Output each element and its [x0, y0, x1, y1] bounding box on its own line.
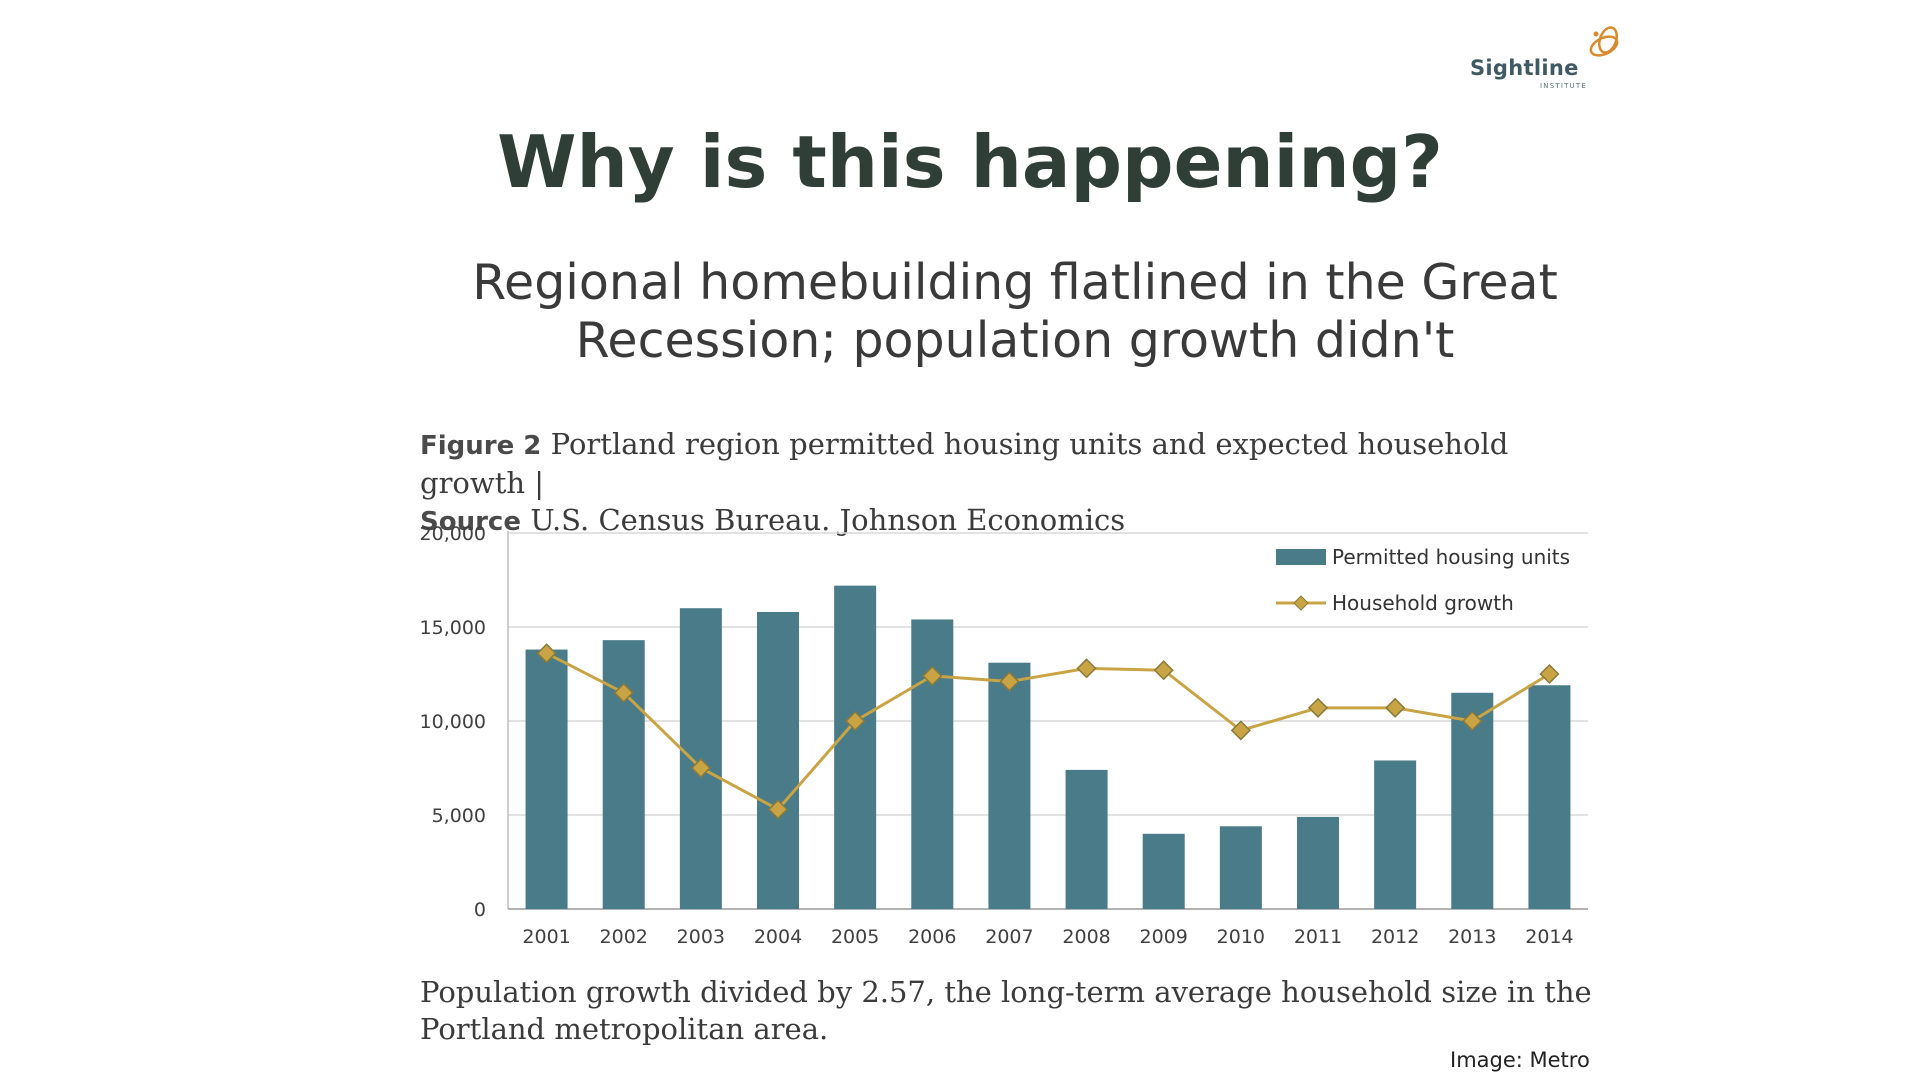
x-tick-label: 2001: [522, 926, 570, 948]
slide-title: Why is this happening?: [497, 120, 1443, 204]
figure-label: Figure 2: [420, 431, 542, 461]
bar-permitted-2008: [1065, 769, 1108, 909]
bar-permitted-2006: [911, 619, 954, 909]
household-growth-point-2008: [1076, 658, 1097, 679]
x-tick-label: 2006: [908, 926, 956, 948]
household-growth-point-2007: [999, 671, 1020, 692]
household-growth-point-2013: [1462, 710, 1483, 732]
x-tick-label: 2007: [985, 926, 1033, 948]
bar-permitted-2005: [834, 585, 877, 909]
source-label: Source: [420, 507, 521, 537]
slide-subtitle-line-2: Recession; population growth didn't: [575, 312, 1455, 369]
household-growth-point-2001: [536, 643, 557, 664]
household-growth-point-2012: [1385, 697, 1406, 718]
bar-permitted-2012: [1374, 760, 1417, 909]
bar-permitted-2002: [602, 640, 645, 909]
figure-caption: Figure 2 Portland region permitted housi…: [420, 426, 1600, 541]
x-tick-label: 2009: [1140, 926, 1188, 948]
sightline-logo: Sightline INSTITUTE: [1470, 22, 1630, 92]
bar-permitted-2011: [1297, 816, 1339, 909]
household-growth-line: [545, 651, 1551, 812]
housing-chart: 0 5,000 10,000 15,000 20,000 2001 2002 2003 2004…: [420, 523, 1588, 948]
x-tick-label: 2004: [754, 926, 802, 948]
source-text: U.S. Census Bureau. Johnson Economics: [530, 503, 1126, 537]
household-growth-point-2010: [1230, 720, 1251, 741]
x-tick-label: 2012: [1371, 926, 1419, 948]
bar-permitted-2014: [1528, 685, 1571, 909]
household-growth-point-2005: [845, 710, 866, 732]
image-credit: Image: Metro: [1450, 1048, 1590, 1072]
y-tick-label: 0: [474, 899, 486, 921]
x-tick-label: 2005: [831, 926, 879, 948]
logo-name: Sightline: [1470, 56, 1579, 80]
figure-note: Population growth divided by 2.57, the l…: [420, 975, 1592, 1046]
bar-permitted-2007: [988, 662, 1031, 909]
x-tick-label: 2008: [1062, 926, 1110, 948]
slide-subtitle-line-1: Regional homebuilding flatlined in the G…: [472, 254, 1558, 311]
y-tick-label: 15,000: [420, 617, 486, 639]
figure-caption-text: Portland region permitted housing units …: [420, 427, 1509, 500]
x-tick-label: 2014: [1525, 926, 1573, 948]
household-growth-point-2009: [1153, 660, 1174, 681]
y-tick-label: 10,000: [420, 711, 486, 733]
x-tick-label: 2003: [677, 926, 725, 948]
legend-swatch-permitted: [1276, 549, 1326, 565]
x-tick-label: 2002: [600, 926, 648, 948]
sightline-logo-mark-icon: [1589, 26, 1619, 57]
x-tick-label: 2011: [1294, 926, 1342, 948]
bar-permitted-2001: [525, 649, 568, 909]
bar-permitted-2010: [1219, 826, 1262, 909]
bar-permitted-2004: [757, 611, 799, 909]
legend-label-permitted: Permitted housing units: [1332, 545, 1570, 569]
legend-label-household: Household growth: [1332, 591, 1514, 615]
logo-subtitle: INSTITUTE: [1540, 82, 1587, 90]
bar-permitted-2009: [1142, 833, 1185, 909]
legend-swatch-household-marker: [1293, 595, 1309, 611]
slide-subtitle: Regional homebuilding flatlined in the G…: [0, 254, 1920, 370]
x-tick-label: 2010: [1217, 926, 1265, 948]
household-growth-point-2004: [767, 799, 789, 820]
household-growth-point-2006: [922, 665, 943, 686]
y-tick-label: 5,000: [432, 805, 486, 827]
household-growth-point-2011: [1307, 697, 1329, 718]
household-growth-point-2002: [613, 682, 634, 703]
household-growth-point-2003: [690, 757, 711, 779]
x-tick-label: 2013: [1448, 926, 1496, 948]
y-tick-label: 20,000: [420, 523, 486, 545]
household-growth-point-2014: [1539, 663, 1560, 685]
